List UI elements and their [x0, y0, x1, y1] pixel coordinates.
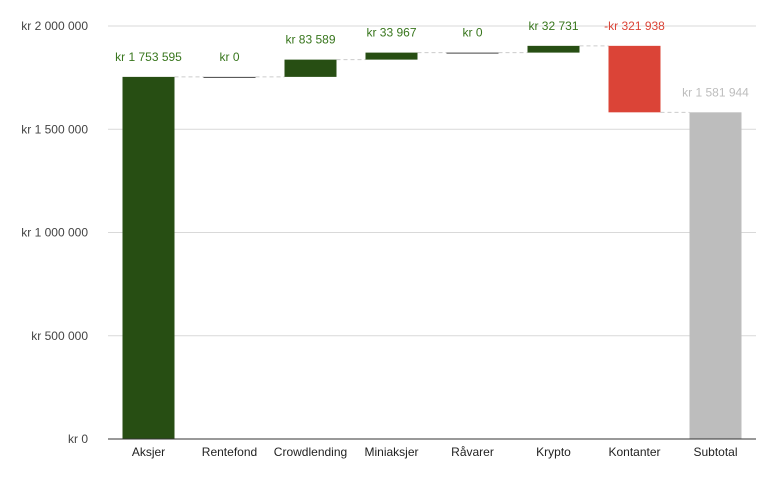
data-label: kr 1 581 944	[682, 85, 749, 99]
gridlines	[108, 25, 756, 337]
bar-aksjer	[122, 76, 175, 439]
category-label: Subtotal	[693, 445, 737, 459]
y-axis-ticks: kr 0 kr 500 000 kr 1 000 000 kr 1 500 000 kr…	[21, 19, 88, 446]
category-label: Kontanter	[608, 445, 660, 459]
y-tick-label: kr 1 500 000	[21, 122, 88, 136]
data-labels: kr 1 753 595 kr 0 kr 83 589 kr 33 967 kr 0 kr…	[115, 19, 749, 99]
bar-crowdlending	[284, 59, 337, 77]
y-tick-label: kr 1 000 000	[21, 226, 88, 240]
data-label: kr 32 731	[528, 19, 578, 33]
connectors	[174, 45, 690, 113]
category-label: Miniaksjer	[364, 445, 418, 459]
bar-kontanter	[608, 45, 661, 113]
category-label: Krypto	[536, 445, 571, 459]
data-label: kr 83 589	[285, 33, 335, 47]
category-label: Crowdlending	[274, 445, 347, 459]
data-label: kr 0	[219, 50, 239, 64]
category-label: Rentefond	[202, 445, 257, 459]
y-tick-label: kr 2 000 000	[21, 19, 88, 33]
bars	[122, 45, 742, 440]
y-tick-label: kr 0	[68, 432, 88, 446]
data-label: kr 1 753 595	[115, 50, 182, 64]
bar-miniaksjer	[365, 52, 418, 60]
category-label: Aksjer	[132, 445, 165, 459]
x-axis-categories: Aksjer Rentefond Crowdlending Miniaksjer Råv…	[132, 445, 738, 459]
data-label: kr 0	[462, 26, 482, 40]
category-label: Råvarer	[451, 445, 494, 459]
bar-subtotal	[689, 112, 742, 440]
bar-krypto	[527, 45, 580, 53]
bar-r-varer	[446, 52, 499, 54]
data-label: kr 33 967	[366, 26, 416, 40]
bar-rentefond	[203, 76, 256, 78]
data-label: -kr 321 938	[604, 19, 665, 33]
y-tick-label: kr 500 000	[31, 329, 88, 343]
